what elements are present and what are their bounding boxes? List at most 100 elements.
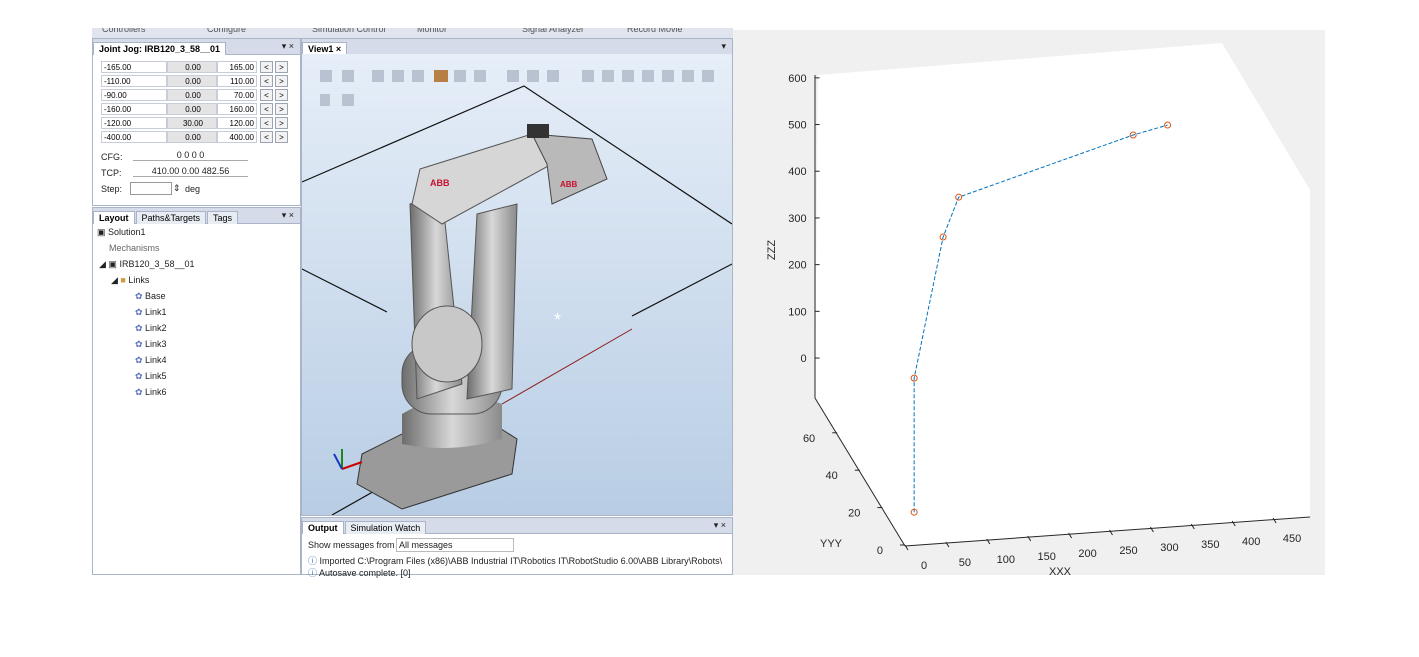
folder-node[interactable]: ◢ ■ Links: [111, 275, 150, 285]
joint-slider[interactable]: 0.00: [167, 89, 217, 101]
panel-header: ▾ × Layout Paths&Targets Tags: [93, 208, 300, 224]
jog-button[interactable]: <: [260, 131, 273, 143]
ribbon-tab[interactable]: Monitor: [417, 28, 448, 34]
joint-min: -90.00: [101, 89, 167, 101]
output-panel: ▾ × Output Simulation Watch Show messages…: [301, 517, 733, 578]
view-tab[interactable]: View1 ×: [302, 42, 348, 55]
link-icon: ✿: [135, 291, 146, 301]
layout-panel: ▾ × Layout Paths&Targets Tags ▣ Solution1 …: [92, 207, 301, 575]
viewport[interactable]: * ABB ABB: [302, 54, 732, 515]
link-icon: ✿: [135, 371, 146, 381]
joint-jog-panel: Joint Jog: IRB120_3_58__01 ▾ × CFG: 0 0 …: [92, 38, 301, 206]
jog-button[interactable]: >: [275, 75, 288, 87]
layout-tab[interactable]: Layout: [93, 211, 135, 224]
joint-slider[interactable]: 0.00: [167, 131, 217, 143]
jog-button[interactable]: <: [260, 75, 273, 87]
joint-slider[interactable]: 0.00: [167, 75, 217, 87]
ribbon-tab[interactable]: Controllers: [102, 28, 146, 34]
folder-label: Links: [128, 275, 150, 285]
jog-button[interactable]: <: [260, 117, 273, 129]
frame-gizmo: [333, 449, 363, 470]
message-text: Autosave complete. [0]: [319, 568, 411, 578]
jog-button[interactable]: <: [260, 89, 273, 101]
axis-x: [501, 328, 633, 405]
jog-button[interactable]: <: [260, 103, 273, 115]
panel-header: ▾ × Output Simulation Watch: [302, 518, 732, 534]
figure-background: [733, 30, 1325, 575]
spin[interactable]: ⇕: [173, 183, 181, 193]
link-node[interactable]: ✿ Base: [135, 291, 166, 302]
link-label: Link5: [145, 371, 167, 381]
jog-button[interactable]: >: [275, 103, 288, 115]
info-icon: ⓘ: [308, 556, 320, 566]
ribbon-tab[interactable]: Simulation Control: [312, 28, 386, 34]
layout-tab[interactable]: Tags: [207, 211, 239, 224]
link-label: Link6: [145, 387, 167, 397]
jog-button[interactable]: >: [275, 117, 288, 129]
link-label: Link4: [145, 355, 167, 365]
joint-min: -165.00: [101, 61, 167, 73]
link-icon: ✿: [135, 307, 146, 317]
link-icon: ✿: [135, 339, 146, 349]
joint-max: 110.00: [217, 75, 257, 87]
joint-max: 120.00: [217, 117, 257, 129]
output-tab[interactable]: Simulation Watch: [344, 521, 427, 534]
message-text: Imported C:\Program Files (x86)\ABB Indu…: [319, 556, 723, 566]
robot-label: IRB120_3_58__01: [119, 259, 195, 269]
brand: ABB: [430, 178, 450, 188]
tcp-value: 410.00 0.00 482.56: [133, 166, 248, 177]
tcp-label: TCP:: [101, 168, 122, 178]
cfg-value: 0 0 0 0: [133, 150, 248, 161]
link-label: Link1: [145, 307, 167, 317]
ribbon-strip: Controllers Configure Simulation Control Mo…: [92, 28, 733, 38]
link-node[interactable]: ✿ Link1: [135, 307, 167, 318]
link-label: Link3: [145, 339, 167, 349]
panel-header: View1 × ▾: [302, 39, 732, 55]
link-node[interactable]: ✿ Link6: [135, 387, 167, 398]
cfg-label: CFG:: [101, 152, 123, 162]
output-tab[interactable]: Output: [302, 521, 344, 534]
joint-slider[interactable]: 0.00: [167, 61, 217, 73]
station-label: Solution1: [108, 227, 146, 237]
jog-button[interactable]: >: [275, 89, 288, 101]
link-icon: ✿: [135, 355, 146, 365]
jog-button[interactable]: >: [275, 131, 288, 143]
filter-dropdown[interactable]: All messages: [396, 538, 514, 552]
ribbon-tab[interactable]: Configure: [207, 28, 247, 34]
panel-controls[interactable]: ▾ ×: [713, 520, 726, 530]
link-label: Base: [145, 291, 166, 301]
toolbar-icons[interactable]: [320, 70, 714, 106]
panel-header: Joint Jog: IRB120_3_58__01 ▾ ×: [93, 39, 300, 55]
layout-tab[interactable]: Paths&Targets: [135, 211, 207, 224]
panel-controls[interactable]: ▾ ×: [281, 210, 294, 220]
joint-max: 70.00: [217, 89, 257, 101]
panel-tab[interactable]: Joint Jog: IRB120_3_58__01: [93, 42, 227, 55]
step-label: Step:: [101, 184, 123, 194]
brand: ABB: [560, 180, 578, 189]
message-row: ⓘ Autosave complete. [0]: [308, 566, 723, 579]
joint-max: 400.00: [217, 131, 257, 143]
joint-min: -400.00: [101, 131, 167, 143]
robot-model: ABB ABB: [356, 124, 608, 510]
jog-button[interactable]: <: [260, 61, 273, 73]
joint-max: 165.00: [217, 61, 257, 73]
station-node[interactable]: ▣ Solution1: [97, 227, 146, 237]
joint-slider[interactable]: 30.00: [167, 117, 217, 129]
joint-slider[interactable]: 0.00: [167, 103, 217, 115]
ribbon-tab[interactable]: Signal Analyzer: [522, 28, 585, 34]
joint-max: 160.00: [217, 103, 257, 115]
jog-button[interactable]: >: [275, 61, 288, 73]
ribbon-tab[interactable]: Record Movie: [627, 28, 683, 34]
link-node[interactable]: ✿ Link4: [135, 355, 167, 366]
panel-controls[interactable]: ▾ ×: [281, 41, 294, 51]
robot-node[interactable]: ◢ ▣ IRB120_3_58__01: [99, 259, 195, 269]
link-node[interactable]: ✿ Link3: [135, 339, 167, 350]
origin-marker: *: [554, 310, 561, 330]
panel-controls[interactable]: ▾: [721, 41, 726, 51]
link-icon: ✿: [135, 323, 146, 333]
joint-min: -110.00: [101, 75, 167, 87]
link-node[interactable]: ✿ Link5: [135, 371, 167, 382]
group-node: Mechanisms: [109, 243, 160, 253]
link-node[interactable]: ✿ Link2: [135, 323, 167, 334]
step-input[interactable]: [130, 182, 172, 195]
